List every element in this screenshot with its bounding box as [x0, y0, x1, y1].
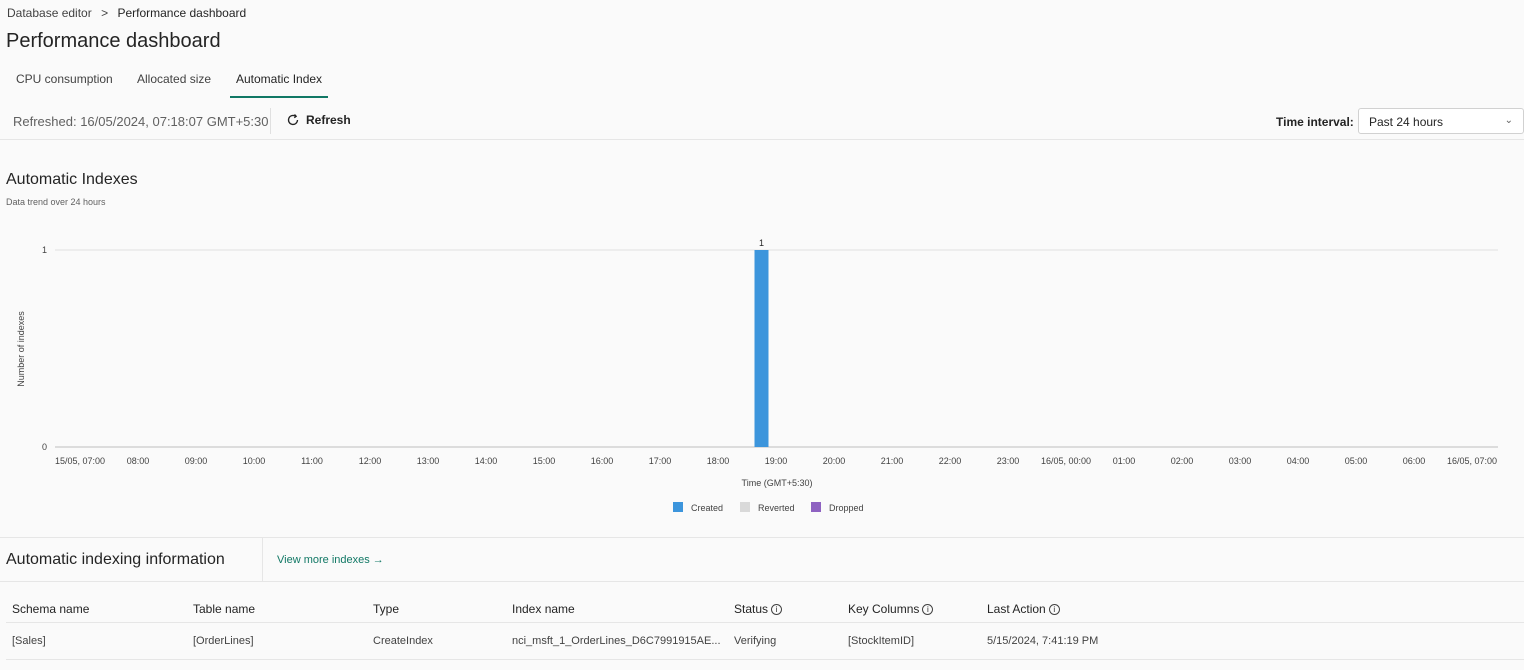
refresh-button[interactable]: Refresh: [286, 113, 351, 127]
x-tick-label: 16/05, 00:00: [1041, 456, 1091, 466]
x-tick-label: 15:00: [533, 456, 556, 466]
table-cell: [Sales]: [12, 635, 46, 647]
x-tick-label: 14:00: [475, 456, 498, 466]
x-tick-label: 06:00: [1403, 456, 1426, 466]
info-icon[interactable]: i: [922, 604, 934, 615]
toolbar: [0, 106, 1524, 140]
legend-label[interactable]: Created: [691, 503, 723, 513]
time-interval-value: Past 24 hours: [1369, 115, 1444, 129]
divider: [262, 538, 263, 582]
column-header-label: Index name: [512, 602, 575, 616]
legend-label[interactable]: Reverted: [758, 503, 795, 513]
x-tick-label: 15/05, 07:00: [55, 456, 105, 466]
x-tick-label: 13:00: [417, 456, 440, 466]
table-cell: nci_msft_1_OrderLines_D6C7991915AE...: [512, 635, 721, 647]
x-tick-label: 22:00: [939, 456, 962, 466]
chart-title: Automatic Indexes: [6, 171, 138, 188]
divider: [6, 659, 1524, 660]
x-tick-label: 08:00: [127, 456, 150, 466]
x-tick-label: 19:00: [765, 456, 788, 466]
x-tick-label: 16/05, 07:00: [1447, 456, 1497, 466]
view-more-indexes-link[interactable]: View more indexes →: [277, 554, 384, 566]
legend-label[interactable]: Dropped: [829, 503, 864, 513]
breadcrumb-parent[interactable]: Database editor: [7, 6, 92, 20]
automatic-indexes-chart: 1 15/05, 07:00 08:00 09:00 10:00 11:00 12:00 13…: [16, 238, 1498, 513]
x-tick-label: 17:00: [649, 456, 672, 466]
column-header-label: Schema name: [12, 602, 90, 616]
column-header-label: Status: [734, 602, 769, 616]
table-cell: 5/15/2024, 7:41:19 PM: [987, 635, 1099, 647]
bar-created[interactable]: [754, 250, 769, 447]
legend-swatch-reverted: [740, 502, 750, 512]
x-tick-label: 12:00: [359, 456, 382, 466]
column-header-label: Table name: [193, 602, 256, 616]
bar-data-label: 1: [759, 238, 764, 248]
breadcrumb: Database editor > Performance dashboard: [7, 6, 246, 20]
time-interval-select[interactable]: Past 24 hours ⌄: [1358, 108, 1524, 134]
x-tick-label: 23:00: [997, 456, 1020, 466]
x-tick-label: 21:00: [881, 456, 904, 466]
column-header[interactable]: Index name: [512, 602, 575, 616]
x-tick-label: 04:00: [1287, 456, 1310, 466]
x-tick-label: 03:00: [1229, 456, 1252, 466]
x-tick-label: 18:00: [707, 456, 730, 466]
column-header-label: Last Action: [987, 602, 1046, 616]
x-tick-label: 01:00: [1113, 456, 1136, 466]
x-tick-label: 05:00: [1345, 456, 1368, 466]
breadcrumb-current: Performance dashboard: [117, 6, 247, 20]
y-tick-label: 0: [42, 442, 47, 452]
y-tick-label: 1: [42, 245, 47, 255]
info-icon[interactable]: i: [1048, 604, 1060, 615]
x-tick-label: 11:00: [301, 456, 323, 466]
chart-subtitle: Data trend over 24 hours: [6, 197, 106, 207]
table-cell: CreateIndex: [373, 635, 433, 647]
refresh-label: Refresh: [306, 113, 351, 127]
y-axis-label: Number of indexes: [16, 311, 26, 387]
column-header-label: Type: [373, 602, 400, 616]
x-tick-label: 16:00: [591, 456, 614, 466]
x-tick-label: 02:00: [1171, 456, 1194, 466]
column-header[interactable]: Type: [373, 602, 399, 616]
refresh-icon: [287, 114, 299, 126]
column-header[interactable]: Table name: [193, 602, 255, 616]
column-header-label: Key Columns: [848, 602, 920, 616]
column-header[interactable]: Last Action i: [987, 602, 1060, 616]
tab-cpu-consumption[interactable]: CPU consumption: [16, 72, 113, 86]
divider: [270, 108, 271, 134]
info-section-header: [0, 537, 1524, 582]
page-title: Performance dashboard: [6, 30, 221, 52]
table-cell: Verifying: [734, 635, 777, 647]
column-header[interactable]: Key Columns i: [848, 602, 934, 616]
x-tick-label: 09:00: [185, 456, 208, 466]
legend-swatch-created: [673, 502, 683, 512]
column-header[interactable]: Schema name: [12, 602, 89, 616]
info-icon[interactable]: i: [771, 604, 783, 615]
legend-swatch-dropped: [811, 502, 821, 512]
refreshed-timestamp: Refreshed: 16/05/2024, 07:18:07 GMT+5:30: [13, 114, 269, 129]
column-header[interactable]: Status i: [734, 602, 783, 616]
breadcrumb-separator: >: [101, 6, 109, 20]
x-tick-label: 20:00: [823, 456, 846, 466]
chevron-down-icon: ⌄: [1504, 115, 1513, 126]
tab-allocated-size[interactable]: Allocated size: [137, 72, 212, 86]
x-axis-label: Time (GMT+5:30): [742, 478, 813, 488]
divider: [6, 622, 1524, 623]
tab-automatic-index[interactable]: Automatic Index: [230, 70, 329, 98]
x-tick-label: 10:00: [243, 456, 266, 466]
time-interval-label: Time interval:: [1276, 115, 1354, 129]
info-section-title: Automatic indexing information: [6, 551, 225, 568]
table-cell: [StockItemID]: [848, 635, 915, 647]
table-cell: [OrderLines]: [193, 635, 254, 647]
